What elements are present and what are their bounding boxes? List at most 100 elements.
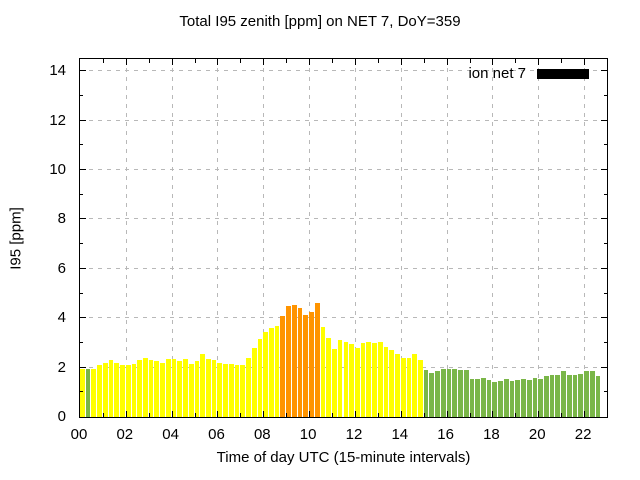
x-tick-bottom	[492, 411, 494, 417]
x-tick-bottom	[217, 411, 219, 417]
bar	[309, 312, 314, 417]
x-tick-bottom	[400, 411, 402, 417]
y-tick-right	[604, 95, 607, 97]
x-tick-top	[584, 59, 586, 65]
bar	[486, 379, 492, 417]
y-tick-left	[80, 341, 83, 343]
bar	[326, 338, 332, 417]
x-tick-bottom	[446, 411, 448, 417]
bar	[143, 357, 148, 417]
x-tick-label: 18	[483, 426, 500, 443]
y-tick-right	[601, 267, 607, 269]
bar	[194, 361, 200, 417]
bar	[291, 304, 297, 417]
bar	[234, 365, 240, 417]
bar	[532, 377, 538, 417]
bar	[349, 344, 354, 417]
y-gridline	[80, 169, 607, 171]
y-tick-left	[80, 366, 86, 368]
bar	[555, 375, 561, 417]
x-gridline	[217, 59, 219, 417]
x-tick-bottom	[538, 411, 540, 417]
bar	[188, 363, 194, 417]
x-gridline	[538, 59, 540, 417]
y-tick-right	[604, 243, 607, 245]
x-tick-top	[194, 59, 196, 63]
bar	[108, 360, 114, 417]
bar	[589, 371, 595, 417]
bar	[183, 358, 188, 417]
y-tick-right	[604, 193, 607, 195]
bar	[595, 376, 601, 417]
bar	[492, 382, 498, 417]
chart-title: Total I95 zenith [ppm] on NET 7, DoY=359	[179, 13, 461, 30]
bar	[97, 365, 102, 417]
bar	[332, 349, 337, 417]
bar	[85, 368, 91, 417]
x-tick-top	[423, 59, 425, 63]
x-tick-bottom	[584, 411, 586, 417]
bar	[498, 381, 503, 417]
bar	[280, 315, 286, 417]
y-gridline	[80, 218, 607, 220]
x-tick-top	[309, 59, 311, 65]
bar	[274, 325, 280, 417]
x-tick-bottom	[561, 413, 563, 417]
y-tick-right	[601, 317, 607, 319]
x-tick-bottom	[515, 413, 517, 417]
x-tick-top	[400, 59, 402, 65]
x-tick-bottom	[354, 411, 356, 417]
x-tick-label: 16	[437, 426, 454, 443]
bar	[240, 365, 246, 417]
x-tick-top	[538, 59, 540, 65]
bar	[406, 357, 412, 417]
y-tick-left	[80, 119, 86, 121]
bar	[297, 308, 303, 417]
y-tick-left	[80, 169, 86, 171]
bar	[366, 341, 372, 417]
bar	[509, 381, 515, 417]
bar	[120, 365, 125, 417]
bar	[446, 368, 452, 417]
x-tick-bottom	[332, 413, 334, 417]
x-tick-bottom	[194, 413, 196, 417]
bar	[114, 362, 120, 417]
bar	[223, 363, 228, 417]
y-tick-left	[80, 193, 83, 195]
bar	[91, 368, 97, 417]
x-tick-bottom	[125, 411, 127, 417]
y-gridline	[80, 119, 607, 121]
x-tick-label: 02	[116, 426, 134, 443]
bar	[171, 358, 177, 417]
y-tick-right	[601, 70, 607, 72]
x-tick-top	[561, 59, 563, 63]
y-gridline	[80, 317, 607, 319]
bar	[526, 379, 532, 417]
x-gridline	[263, 59, 265, 417]
y-tick-right	[604, 144, 607, 146]
x-gridline	[400, 59, 402, 417]
x-tick-top	[332, 59, 334, 63]
bar	[320, 326, 326, 417]
x-tick-top	[377, 59, 379, 63]
bar	[469, 378, 475, 417]
y-tick-label: 0	[57, 408, 66, 425]
bar	[515, 379, 521, 417]
y-tick-label: 10	[49, 161, 66, 179]
bar	[440, 368, 446, 417]
bar	[165, 358, 171, 417]
y-tick-left	[80, 292, 83, 294]
bar	[148, 360, 154, 417]
x-tick-bottom	[148, 413, 150, 417]
y-tick-label: 12	[49, 111, 66, 129]
bar	[412, 354, 417, 417]
bar	[521, 378, 526, 417]
x-gridline	[171, 59, 173, 417]
y-tick-label: 2	[57, 358, 66, 376]
bar	[503, 378, 509, 417]
x-tick-label: 12	[345, 426, 363, 443]
bar	[572, 375, 578, 417]
bar	[566, 375, 572, 417]
bar	[423, 370, 429, 417]
